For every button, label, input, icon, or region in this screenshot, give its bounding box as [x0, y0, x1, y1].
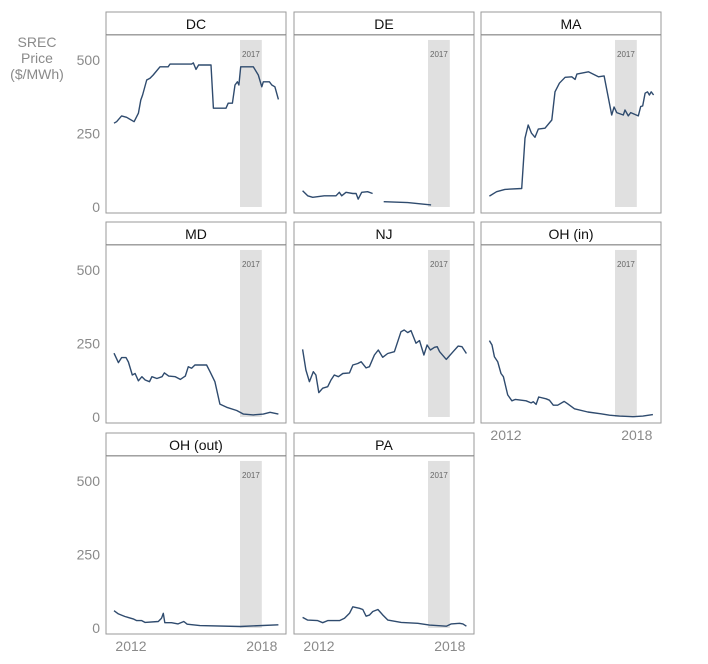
- shaded-2017-band: [428, 460, 450, 628]
- x-tick-label: 2018: [246, 638, 277, 654]
- y-tick-label: 250: [77, 547, 101, 563]
- y-tick-label: 0: [92, 199, 100, 215]
- x-tick-label: 2018: [434, 638, 465, 654]
- shaded-region-label: 2017: [430, 471, 448, 480]
- shaded-2017-band: [240, 39, 262, 208]
- shaded-2017-band: [615, 249, 637, 417]
- shaded-2017-band: [428, 39, 450, 208]
- shaded-region-label: 2017: [617, 260, 635, 269]
- series-line: [113, 352, 279, 416]
- y-tick-label: 500: [77, 473, 101, 489]
- shaded-2017-band: [240, 249, 262, 417]
- series-line: [302, 606, 467, 627]
- facet-panel: MD 2017 0 250 500: [77, 221, 287, 425]
- facet-label: DE: [374, 16, 393, 32]
- facet-label: OH (in): [548, 226, 593, 242]
- y-tick-label: 0: [92, 620, 100, 636]
- series-line: [113, 62, 280, 124]
- facet-panel: MA 2017: [480, 11, 662, 214]
- series-line: [301, 329, 467, 394]
- y-axis-title: SREC Price ($/MWh): [10, 34, 64, 82]
- facet-panel: OH (out) 2017 0 250 500 2012 2018: [77, 432, 287, 654]
- series-line: [302, 190, 373, 200]
- y-tick-label: 500: [77, 262, 101, 278]
- shaded-region-label: 2017: [430, 50, 448, 59]
- facet-label: OH (out): [169, 437, 223, 453]
- shaded-region-label: 2017: [242, 471, 260, 480]
- shaded-2017-band: [240, 460, 262, 628]
- facet-label: NJ: [375, 226, 392, 242]
- y-tick-label: 250: [77, 336, 101, 352]
- shaded-region-label: 2017: [617, 50, 635, 59]
- facet-panel: DC 2017 0 250 500: [77, 11, 287, 215]
- facet-label: PA: [375, 437, 393, 453]
- facet-panel: PA 2017 2012 2018: [293, 432, 475, 654]
- x-tick-label: 2012: [115, 638, 146, 654]
- y-tick-label: 500: [77, 52, 101, 68]
- x-tick-label: 2012: [303, 638, 334, 654]
- shaded-2017-band: [428, 249, 450, 417]
- series-line: [488, 340, 654, 418]
- series-line: [383, 201, 432, 206]
- shaded-2017-band: [615, 39, 637, 208]
- x-tick-label: 2012: [490, 427, 521, 443]
- facet-label: MD: [185, 226, 207, 242]
- facet-panel: NJ 2017: [293, 221, 475, 424]
- shaded-region-label: 2017: [430, 260, 448, 269]
- shaded-region-label: 2017: [242, 260, 260, 269]
- x-tick-label: 2018: [621, 427, 652, 443]
- series-line: [113, 610, 279, 628]
- facet-label: DC: [186, 16, 206, 32]
- facet-panel: DE 2017: [293, 11, 475, 214]
- facet-panel: OH (in) 2017 2012 2018: [480, 221, 662, 443]
- facet-label: MA: [561, 16, 583, 32]
- y-tick-label: 250: [77, 126, 101, 142]
- shaded-region-label: 2017: [242, 50, 260, 59]
- series-line: [489, 71, 655, 197]
- y-tick-label: 0: [92, 409, 100, 425]
